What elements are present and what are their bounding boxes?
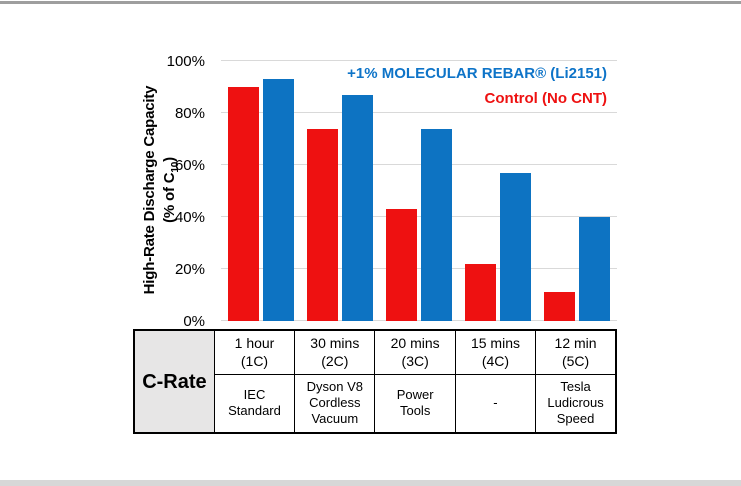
- bar-group-1: [227, 61, 294, 321]
- gridline-0%: [221, 320, 617, 321]
- bar-molecular-rebar-group-4: [500, 172, 532, 321]
- table-example-2c: Dyson V8 Cordless Vacuum: [294, 373, 376, 434]
- bar-molecular-rebar-group-1: [262, 79, 294, 321]
- table-time-1c: 1 hour (1C): [213, 329, 296, 375]
- bar-molecular-rebar-group-5: [579, 217, 611, 321]
- y-tick-label-100%: 100%: [166, 53, 205, 70]
- bar-molecular-rebar-group-2: [341, 94, 373, 321]
- table-time-2c: 30 mins (2C): [294, 329, 376, 375]
- gridline-60%: [221, 164, 617, 165]
- table-time-4c: 15 mins (4C): [454, 329, 537, 375]
- y-tick-label-80%: 80%: [174, 105, 205, 122]
- gridline-100%: [221, 60, 617, 61]
- table-example-1c: IEC Standard: [213, 373, 296, 434]
- bar-control-group-2: [306, 128, 338, 321]
- bar-control-group-3: [386, 209, 417, 321]
- chart-legend: +1% MOLECULAR REBAR® (Li2151) Control (N…: [347, 61, 607, 111]
- bar-group-5: [544, 61, 611, 321]
- y-tick-label-60%: 60%: [174, 157, 205, 174]
- bar-group-4: [465, 61, 532, 321]
- table-time-5c: 12 min (5C): [535, 329, 617, 375]
- c-rate-table: C-Rate 1 hour (1C) 30 mins (2C) 20 mins …: [133, 329, 617, 434]
- plot-area: [221, 60, 617, 321]
- table-time-3c: 20 mins (3C): [374, 329, 456, 375]
- legend-item-control: Control (No CNT): [484, 90, 607, 107]
- y-tick-label-0%: 0%: [183, 313, 205, 330]
- y-tick-label-40%: 40%: [174, 209, 205, 226]
- y-axis-ticks: 0% 20% 40% 60% 80% 100%: [120, 53, 205, 330]
- bar-group-2: [306, 61, 373, 321]
- gridline-40%: [221, 216, 617, 217]
- table-example-3c: Power Tools: [374, 373, 456, 434]
- bar-control-group-1: [227, 87, 259, 321]
- table-header-c-rate: C-Rate: [133, 329, 215, 434]
- legend-item-molecular-rebar: +1% MOLECULAR REBAR® (Li2151): [347, 65, 607, 82]
- top-border-line: [0, 1, 741, 4]
- bar-group-3: [386, 61, 452, 321]
- bottom-border-line: [0, 480, 741, 486]
- gridline-80%: [221, 112, 617, 113]
- table-example-5c: Tesla Ludicrous Speed: [535, 373, 617, 434]
- bar-molecular-rebar-group-3: [421, 128, 452, 321]
- gridline-20%: [221, 268, 617, 269]
- y-tick-label-20%: 20%: [174, 261, 205, 278]
- bar-control-group-4: [465, 263, 497, 321]
- bar-control-group-5: [544, 292, 576, 321]
- table-example-4c: -: [454, 373, 537, 434]
